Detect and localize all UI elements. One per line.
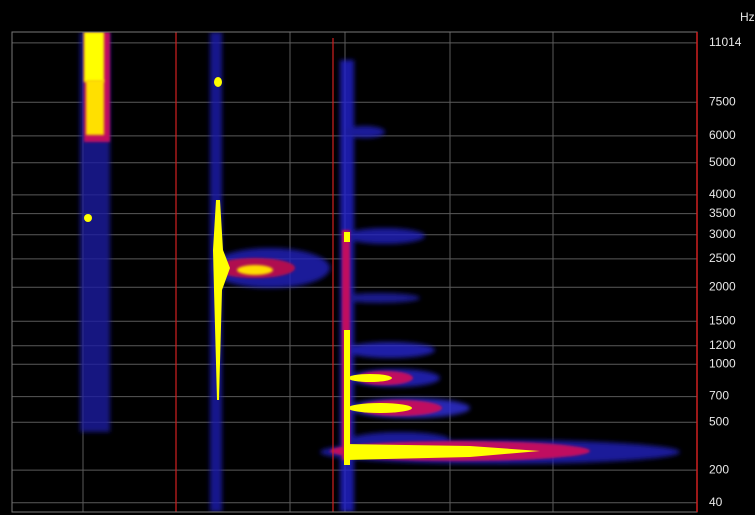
y-tick-label: 1200 xyxy=(709,338,736,352)
y-tick-label: 4000 xyxy=(709,187,736,201)
y-tick-label: 2500 xyxy=(709,251,736,265)
y-tick-label: 1000 xyxy=(709,356,736,370)
y-tick-label: 7500 xyxy=(709,94,736,108)
y-tick-label: 200 xyxy=(709,462,729,476)
y-axis-label: Hz xyxy=(740,10,755,24)
y-tick-label: 3500 xyxy=(709,206,736,220)
y-tick-label: 40 xyxy=(709,495,723,509)
y-tick-label: 700 xyxy=(709,389,729,403)
y-tick-label: 6000 xyxy=(709,128,736,142)
spectrogram-view: Hz 11014 7500 6000 5000 4000 3500 3000 2500 2000… xyxy=(0,0,755,515)
y-tick-label: 2000 xyxy=(709,279,736,293)
y-tick-label: 3000 xyxy=(709,227,736,241)
y-tick-label: 11014 xyxy=(709,35,742,49)
y-tick-label: 5000 xyxy=(709,155,736,169)
y-tick-label: 500 xyxy=(709,414,729,428)
y-tick-label: 1500 xyxy=(709,313,736,327)
page: Hz 11014 7500 6000 5000 4000 3500 3000 2500 2000… xyxy=(0,0,755,515)
